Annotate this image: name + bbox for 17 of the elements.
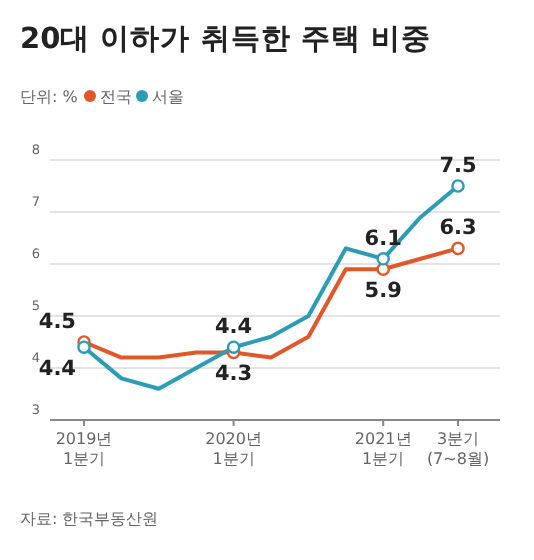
data-label: 4.4 xyxy=(38,357,76,382)
legend-label: 전국 xyxy=(100,88,132,106)
legend-label: 서울 xyxy=(152,88,184,106)
data-label: 6.3 xyxy=(439,216,477,241)
data-label: 4.3 xyxy=(214,362,253,387)
data-label: 4.4 xyxy=(214,315,253,340)
data-label: 5.9 xyxy=(364,279,402,304)
data-label: 6.1 xyxy=(364,226,402,251)
chart-title: 20대 이하가 취득한 주택 비중 xyxy=(20,24,431,56)
text: 자료: 한국부동산원 xyxy=(20,510,159,528)
x-tick-label: 3분기 (7~8월) xyxy=(426,430,490,468)
x-tick-label: 2021년 1분기 xyxy=(354,430,412,468)
data-label: 4.5 xyxy=(38,310,76,334)
x-tick-label: 2020년 1분기 xyxy=(205,430,262,468)
y-axis-title: 단위: % xyxy=(20,88,79,106)
x-tick-label: 2019년 1분기 xyxy=(55,430,113,468)
data-label: 7.5 xyxy=(439,154,477,178)
